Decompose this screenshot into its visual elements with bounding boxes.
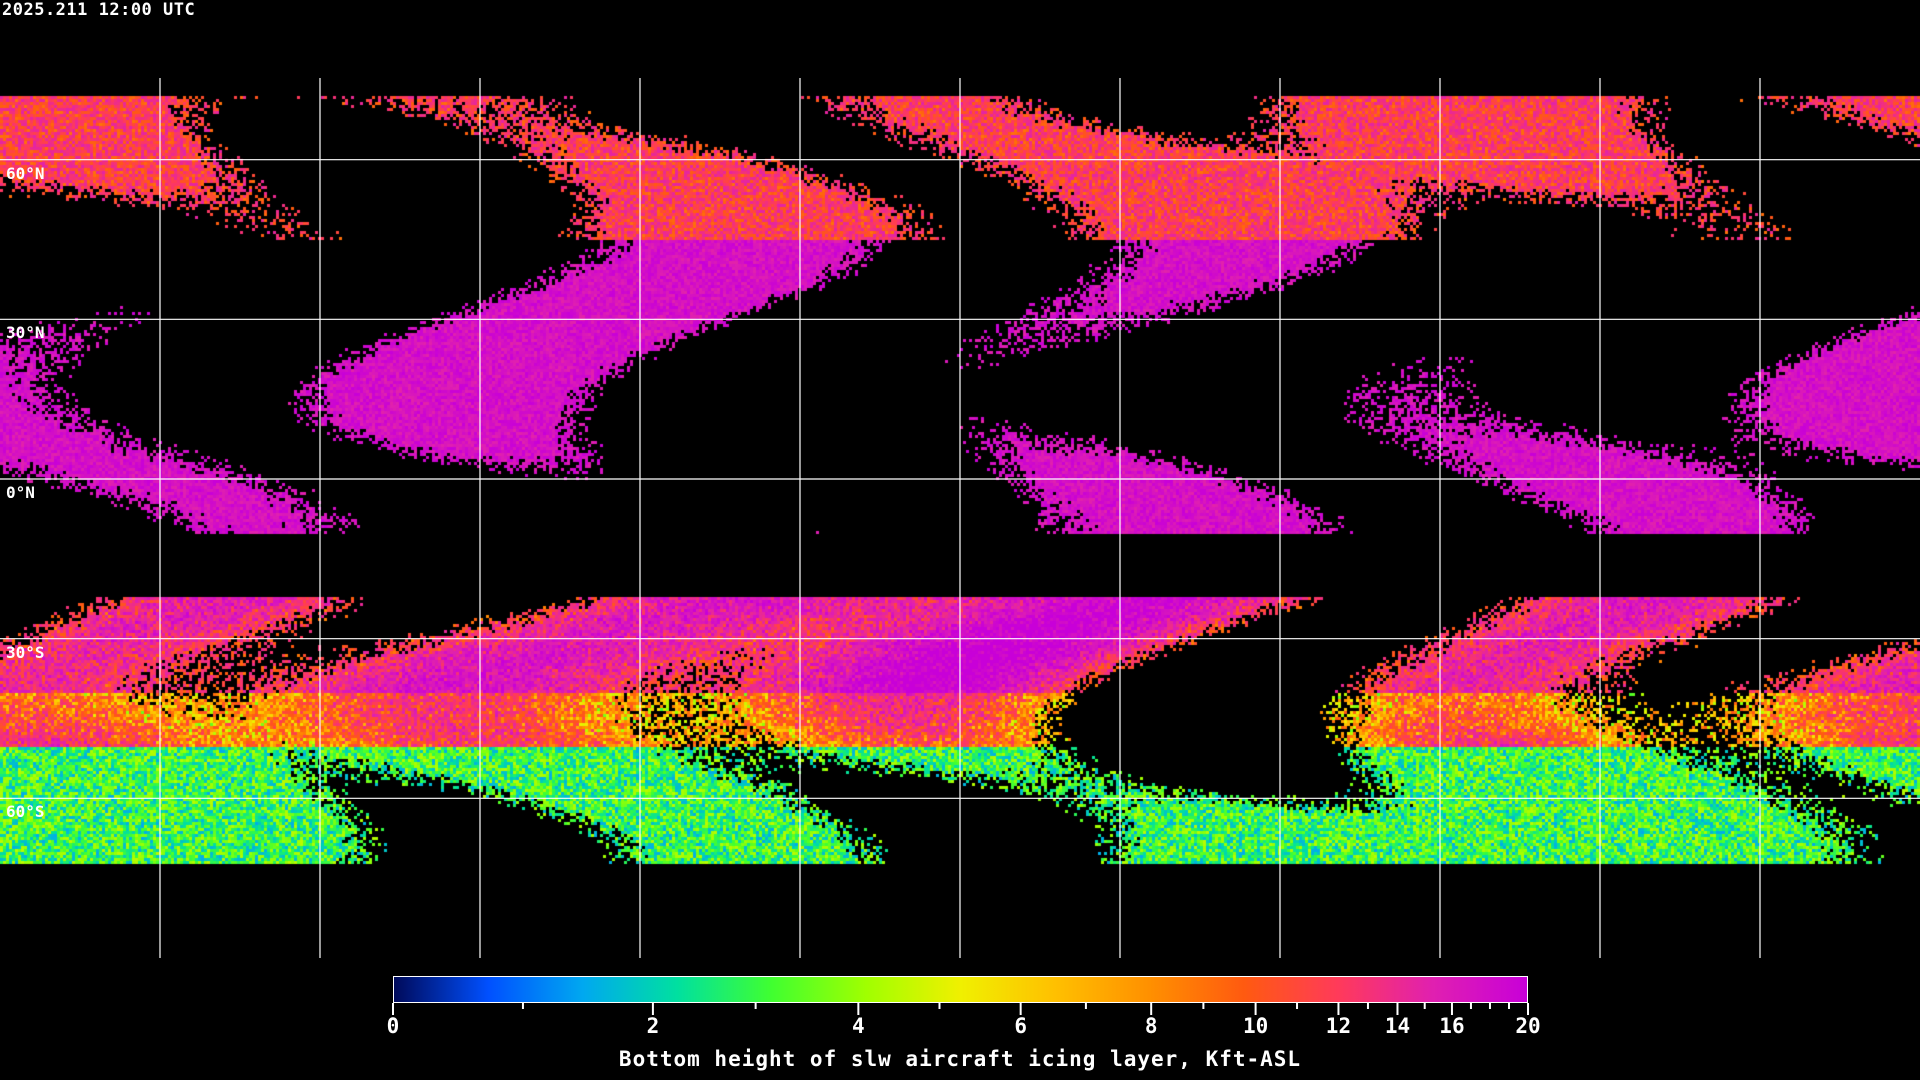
colorbar-tick-label: 2 (646, 1014, 660, 1038)
colorbar-tick-label: 20 (1515, 1014, 1541, 1038)
colorbar-tick-label: 0 (386, 1014, 400, 1038)
lat-label: 60°N (6, 163, 45, 183)
lat-label: 0°N (6, 483, 35, 502)
colorbar-title: Bottom height of slw aircraft icing laye… (618, 1047, 1302, 1071)
timestamp-title: 2025.211 12:00 UTC (2, 0, 196, 20)
colorbar-ticks (392, 1003, 1529, 1015)
lat-label: 60°S (6, 802, 45, 822)
colorbar-tick-label: 6 (1014, 1014, 1027, 1038)
colorbar-tick-label: 14 (1384, 1014, 1411, 1038)
colorbar-tick-label: 8 (1144, 1014, 1158, 1038)
colorbar (393, 976, 1528, 1003)
lat-lon-grid (0, 78, 1920, 958)
colorbar-tick-label: 12 (1325, 1014, 1352, 1038)
colorbar-tick-label: 4 (852, 1014, 865, 1038)
lat-label: 30°S (6, 642, 45, 662)
lat-label: 30°N (6, 323, 45, 343)
colorbar-tick-label: 16 (1439, 1014, 1465, 1038)
icing-map (0, 0, 1920, 958)
colorbar-tick-label: 10 (1242, 1014, 1269, 1038)
